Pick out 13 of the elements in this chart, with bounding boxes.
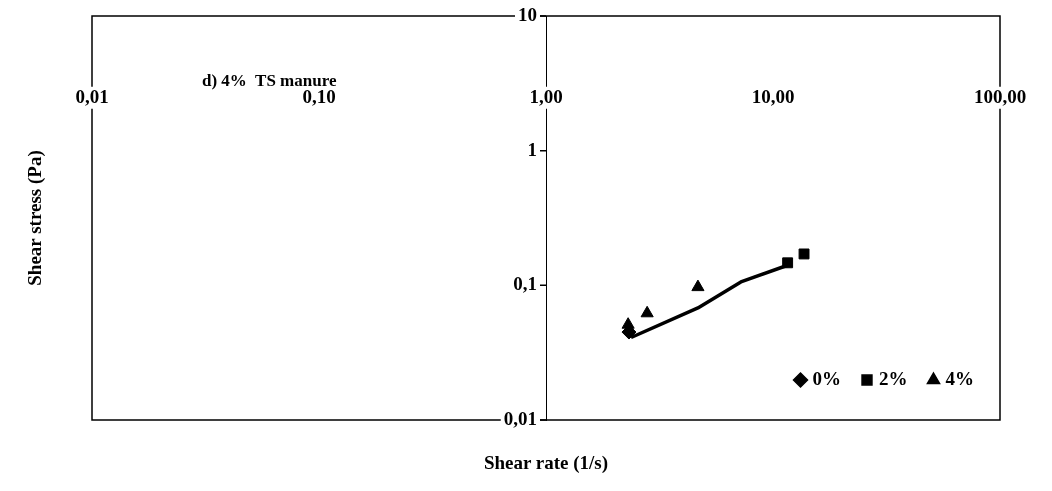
y-tick-label: 0,01 [503,407,537,429]
y-axis-title: Shear stress (Pa) [23,150,46,286]
legend-label: 2% [879,367,908,389]
legend-label: 4% [945,367,974,389]
x-tick-label: 10,00 [751,85,795,107]
legend-label: 0% [812,367,841,389]
x-axis-title: Shear rate (1/s) [483,451,609,474]
y-tick-label: 10 [518,3,537,25]
x-tick-label: 100,00 [973,85,1027,107]
y-tick-label: 0,1 [513,273,537,295]
x-tick-label: 1,00 [529,85,563,107]
x-tick-label: 0,01 [75,85,109,107]
y-tick-label: 1 [527,138,537,160]
